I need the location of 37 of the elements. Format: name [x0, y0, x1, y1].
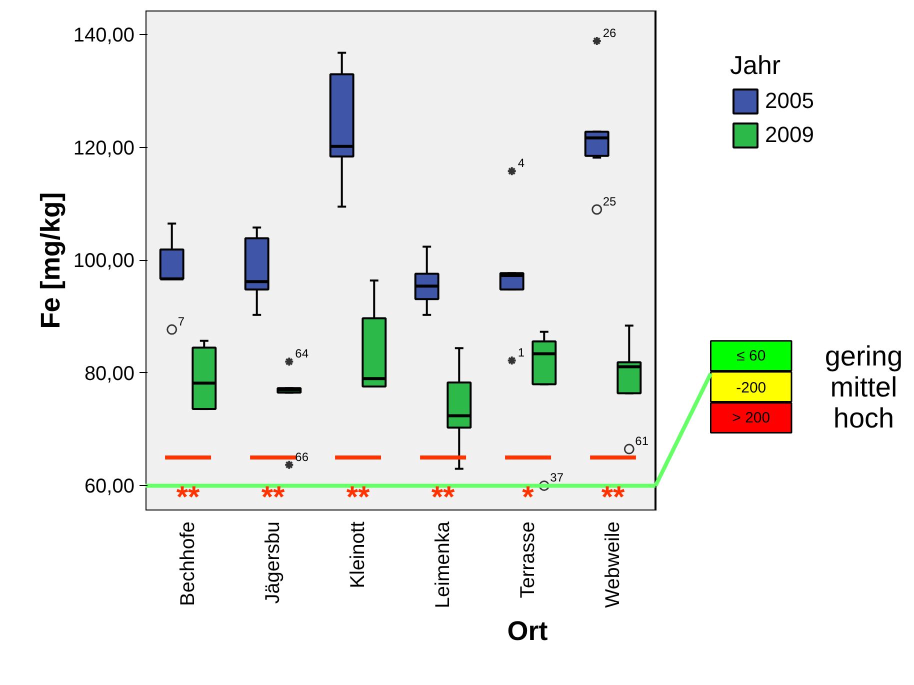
annotation: 4: [518, 156, 525, 170]
annotation: **: [346, 481, 370, 514]
y-tick-label: 80,00: [84, 362, 135, 385]
annotation: 7: [178, 314, 185, 329]
y-axis-title: Fe [mg/kg]: [35, 192, 66, 329]
text: hoch: [833, 402, 894, 434]
text: -200: [736, 379, 766, 396]
legend-title: Jahr: [730, 50, 782, 81]
x-tick-label: Leimenka: [432, 520, 454, 608]
annotation: 1: [518, 346, 525, 360]
annotation: **: [431, 481, 455, 514]
x-tick-label: Jägersbu: [262, 521, 284, 604]
legend-label: 2005: [765, 88, 814, 114]
annotation: 25: [602, 194, 617, 208]
legend-label: 2009: [765, 122, 814, 148]
annotation: *: [522, 481, 534, 514]
y-tick-label: 100,00: [73, 250, 134, 272]
text: mittel: [830, 371, 898, 402]
y-tick-label: 140,00: [73, 24, 134, 47]
annotation: 61: [635, 434, 649, 448]
annotation: **: [176, 481, 200, 514]
annotation: **: [601, 481, 625, 514]
annotation: 64: [295, 346, 309, 361]
annotation: 26: [602, 26, 617, 40]
x-tick-label: Bechhofe: [177, 521, 199, 606]
x-axis-title: Ort: [507, 616, 548, 646]
text: > 200: [732, 409, 770, 426]
y-tick-label: 120,00: [73, 137, 134, 160]
text: ≤ 60: [736, 347, 766, 364]
y-tick-label: 60,00: [84, 476, 135, 498]
text: gering: [824, 340, 903, 372]
x-tick-label: Kleinott: [347, 521, 369, 588]
annotation: 66: [295, 450, 309, 464]
x-tick-label: Webweile: [602, 521, 624, 608]
x-tick-label: Terrasse: [517, 521, 539, 598]
annotation: 37: [550, 470, 564, 485]
annotation: **: [261, 481, 285, 514]
